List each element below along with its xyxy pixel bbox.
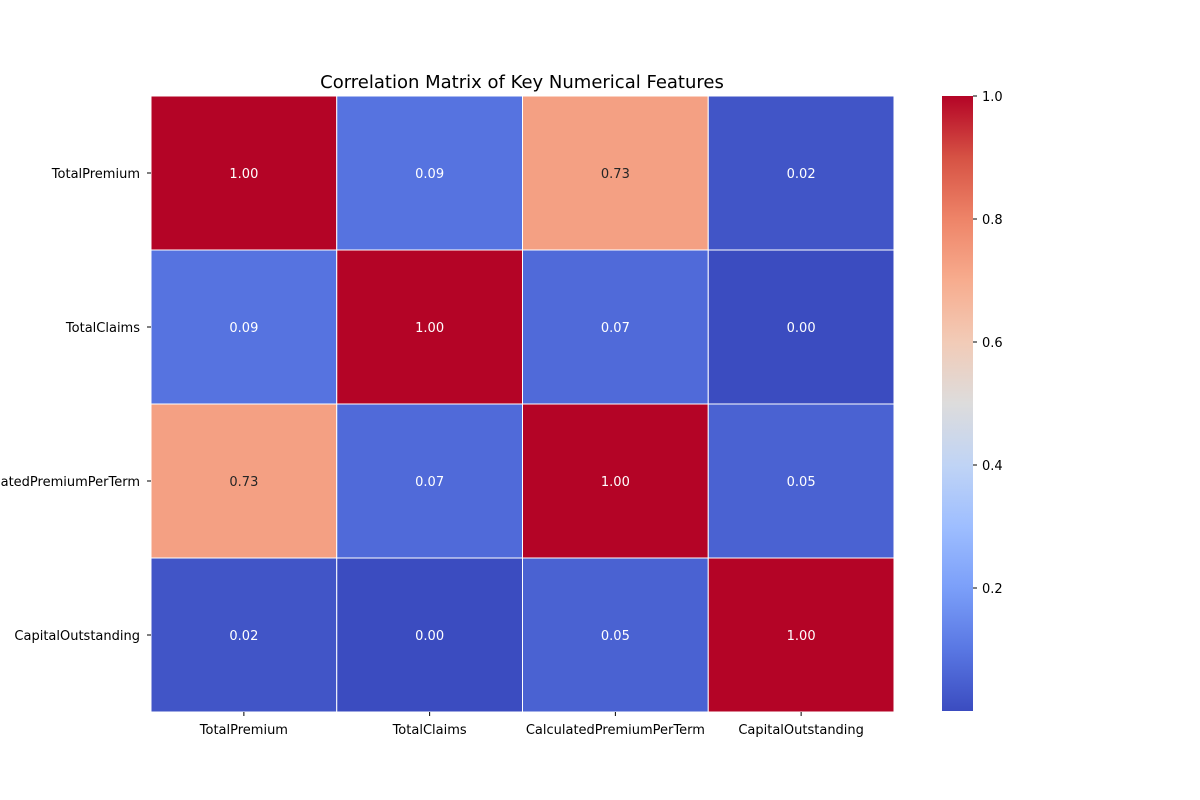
cell-value-label: 0.09 <box>229 321 258 336</box>
heatmap-cell <box>336 403 523 559</box>
colorbar-tick-label: 0.6 <box>982 336 1003 351</box>
x-tick-label: CalculatedPremiumPerTerm <box>526 723 705 738</box>
cell-value-label: 0.05 <box>787 475 816 490</box>
x-tick-label: CapitalOutstanding <box>738 723 864 738</box>
cell-value-label: 1.00 <box>787 629 816 644</box>
colorbar-tick-label: 0.4 <box>982 459 1003 474</box>
x-axis: TotalPremium TotalClaims CalculatedPremium… <box>199 712 864 738</box>
cell-value-label: 1.00 <box>415 321 444 336</box>
cell-value-label: 0.07 <box>415 475 444 490</box>
heatmap-cell <box>707 249 895 405</box>
cell-value-label: 0.09 <box>415 167 444 182</box>
cell-value-label: 0.73 <box>229 475 258 490</box>
heatmap-cells <box>150 95 895 713</box>
colorbar-tick-label: 1.0 <box>982 90 1003 105</box>
heatmap-cell <box>336 249 523 405</box>
heatmap-cell <box>150 557 338 713</box>
heatmap-cell <box>336 95 523 251</box>
y-tick-label: CalculatedPremiumPerTerm <box>0 475 140 490</box>
heatmap-cell <box>522 557 709 713</box>
cell-value-label: 0.05 <box>601 629 630 644</box>
colorbar-tick-label: 0.2 <box>982 582 1003 597</box>
heatmap-cell <box>336 557 523 713</box>
heatmap-cell <box>522 249 709 405</box>
heatmap-cell <box>707 557 895 713</box>
heatmap-cell <box>150 95 338 251</box>
y-axis: TotalPremium TotalClaims CalculatedPremium… <box>0 167 151 644</box>
heatmap-cell <box>707 95 895 251</box>
cell-value-label: 0.73 <box>601 167 630 182</box>
cell-value-label: 0.07 <box>601 321 630 336</box>
heatmap-cell <box>707 403 895 559</box>
cell-annotations: 1.00 0.09 0.73 0.02 0.09 1.00 0.07 0.00 0.73 0.07… <box>229 167 815 644</box>
cell-value-label: 1.00 <box>601 475 630 490</box>
heatmap-cell <box>522 95 709 251</box>
x-tick-label: TotalPremium <box>199 723 288 738</box>
colorbar-gradient <box>942 96 973 711</box>
cell-value-label: 0.00 <box>415 629 444 644</box>
heatmap-cell <box>150 249 338 405</box>
y-tick-label: TotalPremium <box>51 167 140 182</box>
colorbar-tick-label: 0.8 <box>982 213 1003 228</box>
x-tick-label: TotalClaims <box>392 723 467 738</box>
cell-value-label: 0.00 <box>787 321 816 336</box>
chart-title: Correlation Matrix of Key Numerical Feat… <box>320 72 724 93</box>
y-tick-label: TotalClaims <box>65 321 140 336</box>
cell-value-label: 0.02 <box>787 167 816 182</box>
y-tick-label: CapitalOutstanding <box>14 629 140 644</box>
colorbar: 0.2 0.4 0.6 0.8 1.0 <box>942 90 1003 711</box>
cell-value-label: 0.02 <box>229 629 258 644</box>
cell-value-label: 1.00 <box>229 167 258 182</box>
